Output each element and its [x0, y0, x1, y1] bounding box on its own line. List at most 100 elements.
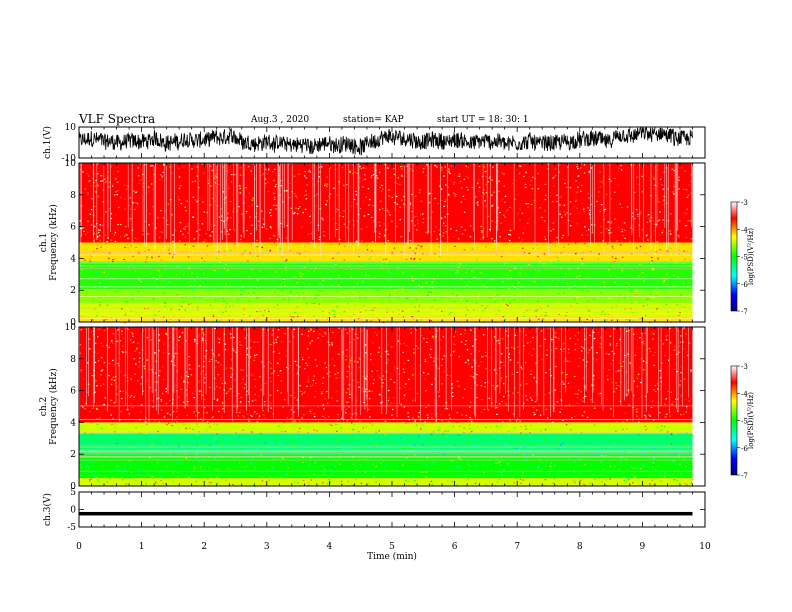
ch1-spectrogram-cell [649, 179, 652, 181]
ch1-spectrogram-cell [194, 199, 197, 201]
ch2-spectrogram-cell [367, 439, 369, 441]
ch1-spectrogram-cell [672, 191, 674, 193]
ch1-spectrogram-cell [299, 253, 301, 255]
ch2-spectrogram-cell [490, 426, 492, 428]
ch2-spectrogram-cell [449, 440, 452, 442]
ch2-spectrogram-cell [597, 331, 600, 334]
ch2-spectrogram-cell [372, 382, 375, 385]
ch1-spectrogram-cell [502, 316, 505, 318]
ch1-spectrogram-cell [219, 271, 221, 273]
ch1-spectrogram-cell [519, 165, 521, 167]
ch1-spectrogram-cell [239, 192, 242, 194]
ch2-spectrogram-cell [140, 383, 142, 385]
ch1-spectrogram-cell [378, 236, 380, 238]
ch1-spectrogram-cell [194, 212, 196, 215]
ch1-spectrogram-cell [537, 318, 540, 320]
ch2-spectrogram-cell [550, 462, 552, 464]
ch1-spectrogram-cell [416, 276, 418, 278]
ch1-spectrogram-cell [690, 253, 692, 255]
ch1-spectrogram-cell [193, 285, 195, 287]
ch2-spectrogram-cell [613, 353, 616, 355]
ch2-spectrogram-cell [158, 340, 161, 342]
ch1-spectrogram-cell [442, 232, 445, 234]
ch1-spectrogram-cell [640, 211, 642, 213]
ch2-spectrogram-cell [336, 364, 338, 366]
ch1-spectrogram-cell [511, 207, 513, 209]
ch1-spectrogram-cell [89, 180, 91, 182]
ch1-spectrogram-cell [504, 252, 506, 254]
ch1-spectrogram-cell [190, 242, 193, 244]
ch1-spectrogram-cell [617, 184, 620, 186]
ch1-spectrogram-cell [106, 240, 108, 243]
ch1-spectrogram-cell [348, 265, 350, 267]
ch1-spectrogram-cell [167, 203, 170, 205]
ch2-spectrogram-cell [414, 444, 416, 446]
ch1-spectrogram-cell [604, 313, 606, 315]
ch2-spectrogram-cell [567, 331, 569, 333]
ch2-spectrogram-cell [322, 482, 324, 484]
ch1-spectrogram-cell [481, 305, 483, 307]
ch1-spectrogram-cell [460, 299, 462, 301]
ch2-spectrogram-cell [196, 457, 198, 459]
ch1-spectrogram-cell [80, 272, 83, 274]
ch1-spectrogram-cell [240, 263, 242, 266]
ch1-spectrogram-cell [397, 296, 399, 298]
ch2-spectrogram-cell [574, 461, 577, 463]
ch1-spectrogram-cell [452, 272, 454, 274]
ch1-spectrogram-cell [601, 181, 603, 183]
ch2-spectrogram-cell [110, 409, 112, 411]
ch1-spectrogram-cell [520, 285, 522, 287]
ch1-spectrogram-cell [475, 259, 477, 261]
ch1-spectrogram-cell [351, 164, 353, 166]
ch2-spectrogram-cell [169, 414, 171, 416]
ch2-spectrogram-cell [216, 441, 219, 443]
ch1-spectrogram-cell [631, 253, 633, 255]
ch1-spectrogram-cell [391, 252, 393, 254]
ch1-spectrogram-cell [296, 252, 298, 254]
ch2-spectrogram-cell [236, 411, 238, 414]
ch2-spectrogram-cell [683, 413, 685, 415]
ch2-spectrogram-cell [108, 346, 110, 348]
ch1-spectrogram-cell [663, 279, 666, 281]
ch2-spectrogram-cell [307, 422, 310, 424]
ch1-spectrogram-cell [357, 214, 360, 216]
ch2-spectrogram-cell [279, 370, 282, 372]
ch1-spectrogram-cell [671, 285, 674, 288]
ch1-spectrogram-cell [598, 253, 600, 255]
ch2-spectrogram-cell [334, 373, 337, 375]
ch1-spectrogram-cell [376, 286, 378, 288]
ch1-spectrogram-cell [425, 175, 427, 177]
ch1-spectrogram-cell [180, 203, 183, 205]
ch1-spectrogram-ytick-label: 0 [70, 318, 76, 328]
ch1-spectrogram-cell [376, 284, 379, 286]
ch1-spectrogram-cell [496, 290, 498, 292]
ch2-spectrogram-cell [232, 345, 234, 347]
ch1-spectrogram-cell [477, 204, 479, 206]
ch1-spectrogram-cell [615, 277, 618, 279]
ch1-spectrogram-cell [117, 223, 119, 226]
ch2-spectrogram-cell [352, 366, 355, 368]
ch2-spectrogram-cell [466, 385, 468, 387]
ch1-spectrogram-cell [664, 289, 667, 291]
ch1-spectrogram-cell [314, 194, 316, 197]
ch1-spectrogram-cell [656, 308, 658, 310]
ch2-spectrogram-cell [574, 349, 576, 351]
ch2-spectrogram-cell [524, 379, 527, 381]
ch1-spectrogram-cell [160, 210, 162, 212]
ch1-spectrogram-cell [524, 183, 527, 185]
ch1-spectrogram-cell [465, 306, 467, 308]
ch2-spectrogram-cell [273, 370, 276, 372]
ch1-spectrogram-cell [190, 313, 193, 316]
ch1-spectrogram-cell [608, 232, 610, 234]
ch2-spectrogram-cell [643, 369, 645, 371]
ch2-spectrogram-cell [419, 428, 422, 430]
ch2-spectrogram-cell [100, 385, 102, 387]
ch2-spectrogram-cell [249, 445, 252, 448]
ch2-spectrogram-cell [447, 480, 449, 482]
ch1-spectrogram-cell [459, 263, 461, 265]
ch1-spectrogram-cell [522, 232, 524, 234]
ch1-spectrogram-cell [641, 191, 644, 193]
ch1-spectrogram-cell [322, 279, 325, 281]
ch2-spectrogram-cell [345, 401, 348, 403]
ch1-spectrogram-cell [500, 273, 502, 275]
